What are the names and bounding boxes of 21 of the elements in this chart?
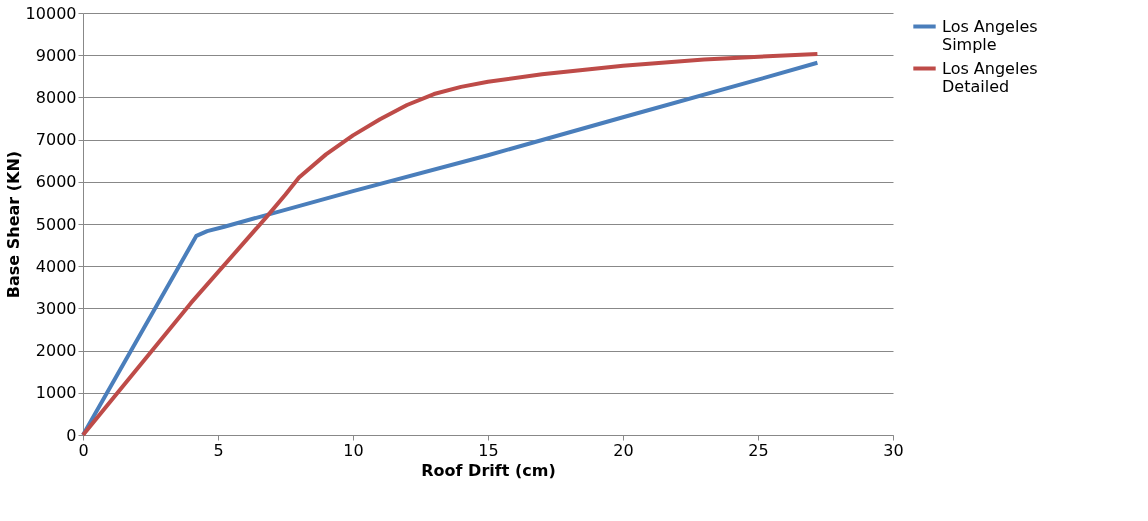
y-tick-label: 6000 bbox=[35, 172, 77, 192]
x-tick-label: 10 bbox=[343, 440, 364, 460]
y-tick-label: 4000 bbox=[35, 256, 77, 276]
legend-label: Los Angeles Simple bbox=[942, 16, 1038, 54]
y-tick-label: 7000 bbox=[35, 130, 77, 150]
y-tick-label: 5000 bbox=[35, 214, 77, 234]
y-tick-label: 8000 bbox=[35, 87, 77, 107]
y-axis-title: Base Shear (KN) bbox=[3, 150, 23, 299]
x-tick-label: 20 bbox=[613, 440, 634, 460]
legend-label: Los Angeles Detailed bbox=[942, 58, 1038, 96]
y-tick-label: 9000 bbox=[35, 45, 77, 65]
x-axis-title: Roof Drift (cm) bbox=[421, 460, 556, 480]
x-tick-label: 5 bbox=[213, 440, 224, 460]
y-tick-label: 2000 bbox=[35, 341, 77, 361]
x-tick-label: 15 bbox=[478, 440, 499, 460]
x-tick-label: 30 bbox=[883, 440, 904, 460]
y-tick-label: 1000 bbox=[35, 383, 77, 403]
y-tick-label: 3000 bbox=[35, 298, 77, 318]
y-tick-label: 0 bbox=[66, 425, 77, 445]
y-tick-label: 10000 bbox=[25, 3, 77, 23]
x-tick-label: 25 bbox=[748, 440, 769, 460]
